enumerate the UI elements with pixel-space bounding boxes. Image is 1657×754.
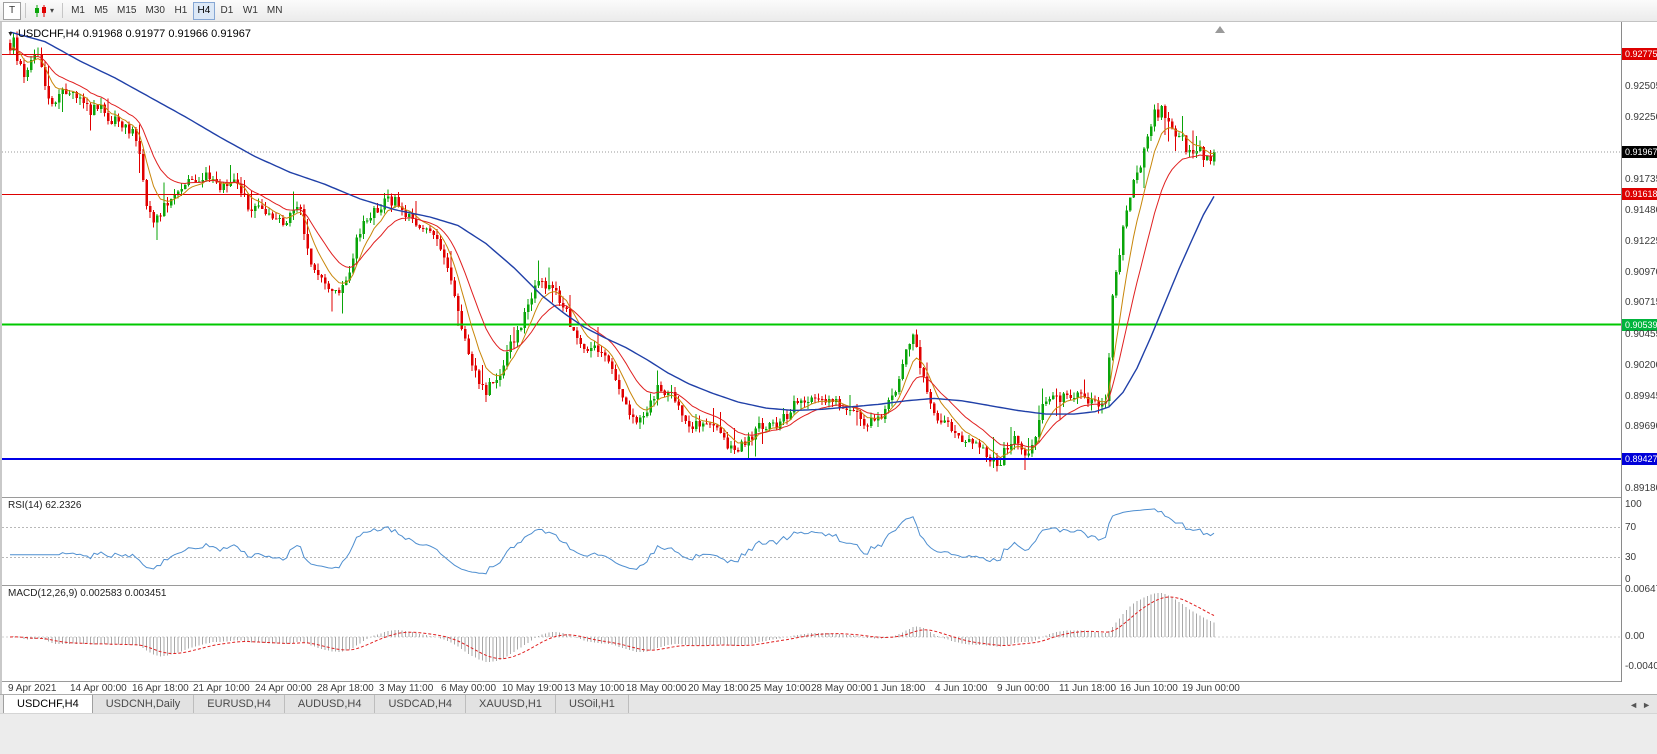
- price-tag-0.91967: 0.91967: [1622, 146, 1657, 158]
- timeframe-button-h1[interactable]: H1: [170, 2, 192, 20]
- time-axis-label: 13 May 10:00: [564, 683, 625, 694]
- price-chart-canvas[interactable]: [2, 22, 1621, 497]
- timeframe-button-m1[interactable]: M1: [67, 2, 89, 20]
- chart-shift-marker-icon[interactable]: [1215, 26, 1225, 33]
- timeframe-toolbar: T ▾ M1 M5 M15 M30 H1 H4 D1 W1 MN: [0, 0, 1657, 22]
- toolbar-separator: [62, 3, 64, 18]
- timeframe-button-h4[interactable]: H4: [192, 1, 215, 20]
- time-axis-label: 20 May 18:00: [688, 683, 749, 694]
- rsi-axis-label: 100: [1625, 499, 1642, 510]
- price-tag-0.91618: 0.91618: [1622, 188, 1657, 200]
- tab-scroll-left-icon[interactable]: ◄: [1629, 699, 1639, 710]
- chevron-down-icon: ▾: [50, 6, 55, 15]
- time-axis-label: 18 May 00:00: [626, 683, 687, 694]
- price-axis-label: 0.91225: [1625, 236, 1657, 247]
- panel-separator[interactable]: [2, 585, 1657, 586]
- timeframe-buttons: M1 M5 M15 M30 H1 H4 D1 W1 MN: [67, 1, 287, 20]
- time-axis-label: 19 Jun 00:00: [1182, 683, 1240, 694]
- time-axis-label: 11 Jun 18:00: [1059, 683, 1117, 694]
- symbol-ohlc-text: USDCHF,H4 0.91968 0.91977 0.91966 0.9196…: [17, 28, 251, 40]
- chart-tab-usoil-h1[interactable]: USOil,H1: [556, 695, 629, 713]
- chart-type-button[interactable]: ▾: [30, 2, 58, 20]
- chart-tab-audusd-h4[interactable]: AUDUSD,H4: [284, 695, 376, 713]
- price-tag-0.90539: 0.90539: [1622, 319, 1657, 331]
- time-axis-label: 16 Jun 10:00: [1120, 683, 1178, 694]
- macd-axis-label: 0.006477: [1625, 584, 1657, 595]
- time-axis-label: 3 May 11:00: [379, 683, 434, 694]
- symbol-header: ▼ USDCHF,H4 0.91968 0.91977 0.91966 0.919…: [7, 28, 251, 40]
- price-axis-label: 0.89180: [1625, 483, 1657, 494]
- timeframe-button-m5[interactable]: M5: [90, 2, 112, 20]
- price-axis-label: 0.89945: [1625, 391, 1657, 402]
- status-bar: [0, 713, 1657, 754]
- time-axis-label: 9 Jun 00:00: [997, 683, 1050, 694]
- candlestick-chart-icon: [35, 4, 46, 17]
- chart-window: ▼ USDCHF,H4 0.91968 0.91977 0.91966 0.919…: [0, 22, 1657, 694]
- time-axis[interactable]: 9 Apr 2021 14 Apr 00:00 16 Apr 18:00 21 Apr…: [2, 682, 1621, 694]
- macd-panel-canvas[interactable]: [2, 586, 1621, 681]
- macd-axis-label: -0.004073: [1625, 661, 1657, 672]
- tabs-holder: USDCHF,H4 USDCNH,Daily EURUSD,H4 AUDUSD,H4 U…: [3, 695, 629, 713]
- time-axis-label: 24 Apr 00:00: [255, 683, 312, 694]
- timeframe-button-m30[interactable]: M30: [141, 2, 168, 20]
- chart-tab-eurusd-h4[interactable]: EURUSD,H4: [194, 695, 285, 713]
- price-axis-label: 0.92505: [1625, 81, 1657, 92]
- time-axis-label: 28 Apr 18:00: [317, 683, 374, 694]
- chart-tab-xauusd-h1[interactable]: XAUUSD,H1: [466, 695, 556, 713]
- panel-separator[interactable]: [2, 497, 1657, 498]
- time-axis-label: 16 Apr 18:00: [132, 683, 189, 694]
- panel-separator: [2, 681, 1657, 682]
- price-axis-label: 0.91735: [1625, 174, 1657, 185]
- timeframe-button-mn[interactable]: MN: [263, 2, 287, 20]
- rsi-axis-label: 30: [1625, 552, 1637, 563]
- time-axis-label: 4 Jun 10:00: [935, 683, 988, 694]
- collapse-triangle-icon[interactable]: ▼: [7, 31, 14, 38]
- time-axis-label: 6 May 00:00: [441, 683, 497, 694]
- price-axis-label: 0.90455: [1625, 329, 1657, 340]
- price-tag-0.92775: 0.92775: [1622, 48, 1657, 60]
- time-axis-label: 28 May 00:00: [811, 683, 872, 694]
- price-tag-0.89427: 0.89427: [1622, 453, 1657, 465]
- chart-tab-bar: USDCHF,H4 USDCNH,Daily EURUSD,H4 AUDUSD,H4 U…: [0, 694, 1657, 714]
- time-axis-label: 21 Apr 10:00: [193, 683, 250, 694]
- price-axis-label: 0.90715: [1625, 297, 1657, 308]
- time-axis-label: 9 Apr 2021: [8, 683, 57, 694]
- rsi-label: RSI(14) 62.2326: [8, 500, 82, 511]
- chart-tab-usdcnh-daily[interactable]: USDCNH,Daily: [92, 695, 195, 713]
- timeframe-button-d1[interactable]: D1: [216, 2, 238, 20]
- time-axis-label: 25 May 10:00: [750, 683, 811, 694]
- chart-tab-usdcad-h4[interactable]: USDCAD,H4: [375, 695, 467, 713]
- timeframe-button-w1[interactable]: W1: [239, 2, 262, 20]
- rsi-axis-label: 70: [1625, 522, 1637, 533]
- macd-label: MACD(12,26,9) 0.002583 0.003451: [8, 588, 167, 599]
- tab-scroll-arrows: ◄ ►: [1625, 695, 1655, 714]
- chart-tab-usdchf-h4[interactable]: USDCHF,H4: [3, 695, 93, 713]
- t-button[interactable]: T: [3, 1, 21, 20]
- macd-axis-label: 0.00: [1625, 631, 1645, 642]
- rsi-panel-canvas[interactable]: [2, 498, 1621, 584]
- time-axis-label: 14 Apr 00:00: [70, 683, 127, 694]
- time-axis-label: 1 Jun 18:00: [873, 683, 926, 694]
- time-axis-label: 10 May 19:00: [502, 683, 563, 694]
- tab-scroll-right-icon[interactable]: ►: [1642, 699, 1651, 710]
- rsi-axis-label: 0: [1625, 574, 1631, 585]
- toolbar-separator: [25, 3, 26, 18]
- timeframe-button-m15[interactable]: M15: [113, 2, 140, 20]
